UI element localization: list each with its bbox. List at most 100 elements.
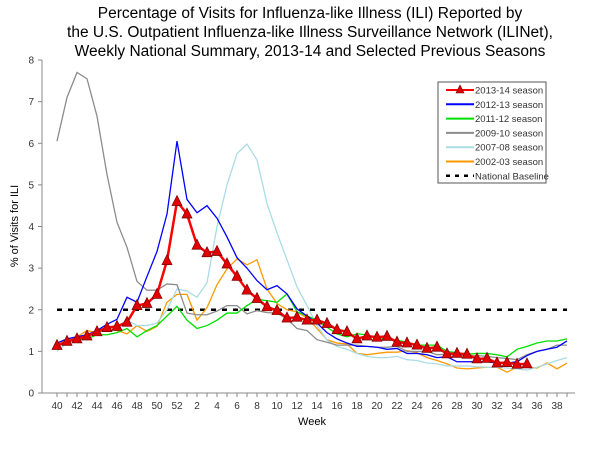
data-point-marker [201,245,213,258]
data-point-marker [151,287,163,299]
x-tick-label: 24 [411,401,423,412]
x-tick-label: 10 [271,401,283,412]
legend-label: 2002-03 season [475,157,543,168]
x-tick-label: 6 [234,401,240,412]
series-line-2013-14-season [56,198,528,366]
series-line-2007-08-season [56,143,568,371]
y-axis-label: % of Visits for ILI [9,185,21,267]
data-point-marker [91,325,103,337]
data-point-marker [161,253,173,265]
data-point-marker [191,238,203,250]
x-tick-label: 44 [91,401,103,412]
x-tick-label: 36 [531,401,543,412]
legend-label: 2007-08 season [475,143,543,154]
x-tick-label: 46 [111,401,123,412]
x-tick-label: 4 [214,401,220,412]
data-point-marker [251,291,263,303]
data-point-marker [471,352,483,364]
data-point-marker [481,351,493,363]
x-tick-label: 18 [351,401,363,412]
data-point-marker [231,269,243,281]
data-point-marker [361,329,373,341]
data-point-marker [241,283,253,295]
data-point-marker [271,303,283,315]
x-tick-label: 22 [391,401,403,412]
data-point-marker [401,336,413,348]
legend-label: 2011-12 season [475,114,542,125]
data-point-marker [421,341,433,353]
y-tick-label: 5 [28,180,34,191]
data-point-marker [431,340,443,352]
data-point-marker [121,315,133,327]
data-point-marker [211,244,223,256]
data-point-marker [441,347,453,359]
x-tick-label: 16 [331,401,343,412]
y-tick-label: 4 [28,222,34,233]
data-point-marker [311,313,323,325]
x-axis-label: Week [298,416,326,428]
data-point-marker [221,257,233,269]
x-tick-label: 48 [131,401,143,412]
title-line-3: Weekly National Summary, 2013-14 and Sel… [74,43,546,60]
data-point-marker [501,355,513,367]
data-point-marker [261,300,273,312]
data-point-marker [331,322,343,335]
y-tick-label: 8 [28,56,34,67]
data-point-marker [51,338,63,350]
data-point-marker [351,332,363,344]
data-point-marker [391,335,403,347]
data-point-marker [321,316,333,328]
x-tick-label: 34 [511,401,523,412]
title-line-2: the U.S. Outpatient Influenza-like Illne… [67,24,553,41]
data-point-marker [111,319,123,331]
x-tick-label: 8 [254,401,260,412]
data-point-marker [461,347,473,359]
x-tick-label: 28 [451,401,463,412]
y-tick-label: 7 [28,97,34,108]
x-tick-label: 26 [431,401,443,412]
y-tick-label: 6 [28,139,34,150]
data-point-marker [491,356,503,368]
data-point-marker [381,329,393,341]
data-point-marker [61,334,73,346]
legend-label: 2012-13 season [475,100,543,111]
data-point-marker [131,298,143,310]
y-tick-label: 3 [28,264,34,275]
x-tick-label: 52 [171,401,183,412]
data-point-marker [521,357,533,369]
x-tick-label: 38 [551,401,563,412]
data-point-marker [81,329,93,341]
x-tick-label: 12 [291,401,303,412]
y-tick-label: 2 [28,305,34,316]
x-tick-label: 30 [471,401,483,412]
legend-marker-icon [455,84,465,94]
chart-title: Percentage of Visits for Influenza-like … [0,4,600,61]
data-point-marker [281,311,293,323]
data-point-marker [511,357,523,369]
data-point-marker [341,325,353,337]
x-tick-label: 14 [311,401,323,412]
data-point-marker [451,346,463,358]
x-tick-label: 40 [51,401,63,412]
data-point-marker [141,296,153,308]
x-tick-label: 2 [194,401,200,412]
data-point-marker [291,310,303,322]
legend-label: National Baseline [475,171,549,182]
data-point-marker [371,330,383,342]
title-line-1: Percentage of Visits for Influenza-like … [97,5,523,22]
x-tick-label: 50 [151,401,163,412]
data-point-marker [301,313,313,325]
y-tick-label: 1 [28,347,34,358]
x-tick-label: 20 [371,401,383,412]
x-tick-label: 32 [491,401,503,412]
data-point-marker [411,338,423,350]
data-point-marker [181,207,193,219]
y-tick-label: 0 [28,389,34,400]
series-line-2009-10-season [56,71,567,361]
series-line-2011-12-season [56,292,568,358]
data-point-marker [101,320,113,332]
x-tick-label: 42 [71,401,83,412]
data-point-marker [171,194,183,206]
data-point-marker [71,332,83,344]
